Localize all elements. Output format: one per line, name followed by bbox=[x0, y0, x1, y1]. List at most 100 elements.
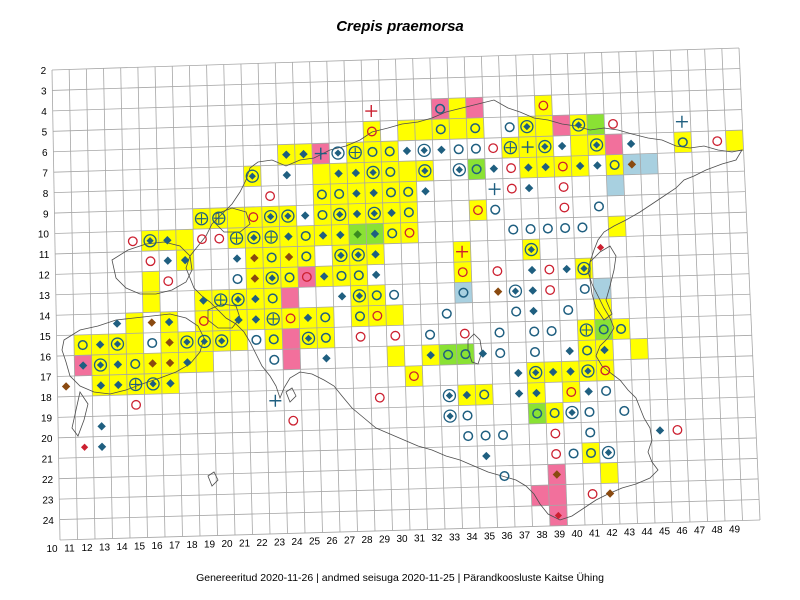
marker-diamond-brown bbox=[250, 253, 259, 263]
grid-line-vertical bbox=[309, 61, 323, 533]
marker-target bbox=[571, 118, 586, 132]
marker-target bbox=[538, 139, 552, 154]
marker-target bbox=[334, 248, 348, 263]
marker-circle-blue bbox=[334, 188, 345, 200]
marker-target bbox=[366, 165, 380, 180]
marker-diamond-blue bbox=[566, 367, 575, 376]
column-label: 42 bbox=[606, 528, 618, 539]
marker-circle-red bbox=[550, 428, 561, 439]
marker-diamond-blue bbox=[112, 319, 122, 328]
grid-line-horizontal bbox=[54, 170, 745, 194]
marker-circle-blue bbox=[320, 312, 331, 323]
marker-circle-blue bbox=[443, 349, 454, 360]
grid-cell-yellow bbox=[605, 154, 624, 176]
marker-circle-red bbox=[538, 100, 549, 111]
marker-diamond-blue bbox=[232, 254, 242, 263]
marker-diamond-brown bbox=[284, 252, 294, 262]
grid-line-vertical bbox=[189, 65, 201, 537]
marker-diamond-blue bbox=[336, 230, 345, 240]
row-label: 7 bbox=[42, 168, 48, 179]
column-label: 26 bbox=[326, 536, 338, 547]
column-label: 11 bbox=[64, 544, 75, 555]
column-label: 10 bbox=[46, 544, 58, 555]
marker-target-plus bbox=[264, 230, 278, 244]
marker-diamond-blue bbox=[334, 169, 343, 178]
marker-circle-blue bbox=[130, 358, 141, 370]
grid-cell-blue bbox=[593, 277, 612, 299]
column-label: 17 bbox=[169, 541, 181, 552]
marker-target-plus bbox=[194, 212, 209, 226]
grid-cell-yellow bbox=[453, 261, 472, 283]
row-label: 15 bbox=[40, 332, 52, 343]
marker-circle-blue bbox=[471, 164, 482, 175]
marker-target bbox=[443, 409, 457, 423]
marker-circle-blue bbox=[462, 410, 473, 421]
marker-diamond-blue bbox=[482, 451, 491, 461]
marker-circle-red bbox=[127, 236, 138, 247]
marker-target-plus bbox=[503, 140, 518, 155]
marker-diamond-blue bbox=[352, 209, 362, 219]
grid-line-vertical bbox=[652, 50, 673, 523]
column-label: 37 bbox=[519, 531, 531, 542]
marker-circle-blue bbox=[585, 427, 596, 438]
marker-circle-red bbox=[285, 313, 296, 324]
marker-target-plus bbox=[129, 377, 143, 392]
marker-circle-blue bbox=[266, 252, 277, 263]
marker-diamond-blue bbox=[548, 367, 558, 377]
marker-diamond-blue bbox=[282, 150, 291, 159]
grid-line-vertical bbox=[120, 67, 131, 539]
marker-circle-blue bbox=[598, 324, 609, 335]
marker-diamond-blue bbox=[251, 294, 260, 304]
marker-circle-blue bbox=[529, 326, 540, 337]
island-sorve bbox=[71, 390, 89, 437]
marker-circle-blue bbox=[470, 123, 481, 134]
marker-diamond-blue bbox=[421, 187, 430, 196]
marker-circle-blue bbox=[301, 251, 312, 262]
marker-diamond-blue bbox=[95, 340, 105, 349]
grid-line-vertical bbox=[446, 57, 463, 529]
grid-cell-yellow bbox=[431, 118, 450, 140]
marker-target bbox=[524, 242, 538, 257]
grid-cell-yellow bbox=[175, 229, 194, 251]
marker-target bbox=[215, 334, 229, 348]
marker-circle-blue bbox=[563, 304, 574, 316]
marker-circle-blue bbox=[453, 144, 464, 155]
grid-cell-blue bbox=[640, 153, 659, 175]
marker-circle-red bbox=[404, 227, 415, 238]
marker-target-plus bbox=[229, 231, 244, 245]
marker-target bbox=[146, 377, 160, 391]
grid-cell-yellow bbox=[630, 338, 649, 360]
marker-target bbox=[281, 209, 295, 223]
grid-cell-yellow bbox=[212, 309, 231, 331]
grid-line-vertical bbox=[498, 55, 516, 528]
row-label: 20 bbox=[41, 434, 53, 445]
column-label: 38 bbox=[536, 530, 548, 541]
column-label: 29 bbox=[379, 535, 391, 546]
row-label: 3 bbox=[41, 87, 47, 98]
grid-cell-yellow bbox=[230, 329, 248, 351]
marker-circle-blue bbox=[316, 189, 327, 200]
grid-line-vertical bbox=[85, 68, 96, 540]
marker-circle-red bbox=[145, 256, 156, 267]
grid-cell-yellow bbox=[534, 95, 553, 117]
grid-cell-yellow bbox=[125, 312, 144, 334]
row-label: 8 bbox=[43, 189, 49, 200]
marker-target bbox=[197, 334, 211, 349]
column-label: 22 bbox=[256, 538, 268, 549]
grid-line-horizontal bbox=[59, 519, 761, 541]
marker-cross-red bbox=[365, 105, 378, 118]
grid-cell-yellow bbox=[612, 318, 631, 340]
marker-diamond-blue bbox=[284, 232, 293, 241]
grid-cell-pink bbox=[297, 266, 316, 288]
marker-circle-red bbox=[587, 489, 598, 499]
grid-cell-yellow bbox=[312, 163, 331, 185]
marker-circle-blue bbox=[425, 329, 436, 340]
marker-circle-blue bbox=[494, 327, 505, 338]
grid-cell-green bbox=[594, 318, 613, 340]
column-label: 21 bbox=[239, 539, 251, 550]
marker-diamond-blue bbox=[322, 354, 331, 363]
marker-target bbox=[351, 248, 365, 262]
grid-line-vertical bbox=[601, 52, 621, 525]
marker-target bbox=[331, 146, 345, 160]
column-label: 40 bbox=[571, 529, 583, 540]
